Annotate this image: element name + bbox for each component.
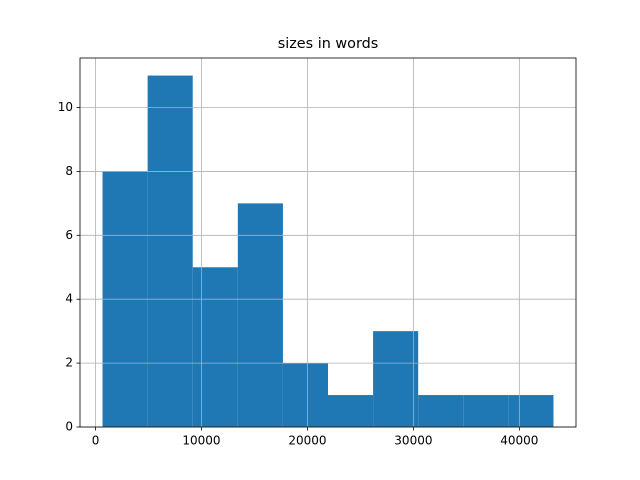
y-tick-label: 2 <box>65 356 73 370</box>
x-tick-label: 30000 <box>394 434 432 448</box>
y-tick-label: 8 <box>65 164 73 178</box>
bar <box>237 203 283 427</box>
bar <box>328 395 374 427</box>
x-tick-label: 20000 <box>288 434 326 448</box>
y-tick-label: 10 <box>58 100 73 114</box>
y-tick-label: 0 <box>65 420 73 434</box>
x-tick-label: 40000 <box>500 434 538 448</box>
bar <box>418 395 464 427</box>
y-tick-label: 4 <box>65 292 73 306</box>
plot-frame <box>79 57 577 428</box>
bar <box>508 395 554 427</box>
bar <box>282 363 328 427</box>
bar <box>192 267 238 427</box>
y-tick-label: 6 <box>65 228 73 242</box>
chart-title: sizes in words <box>278 36 379 52</box>
bar <box>373 331 419 427</box>
bar <box>147 75 193 428</box>
x-tick-label: 0 <box>92 434 100 448</box>
bar <box>463 395 509 427</box>
x-tick-label: 10000 <box>182 434 220 448</box>
